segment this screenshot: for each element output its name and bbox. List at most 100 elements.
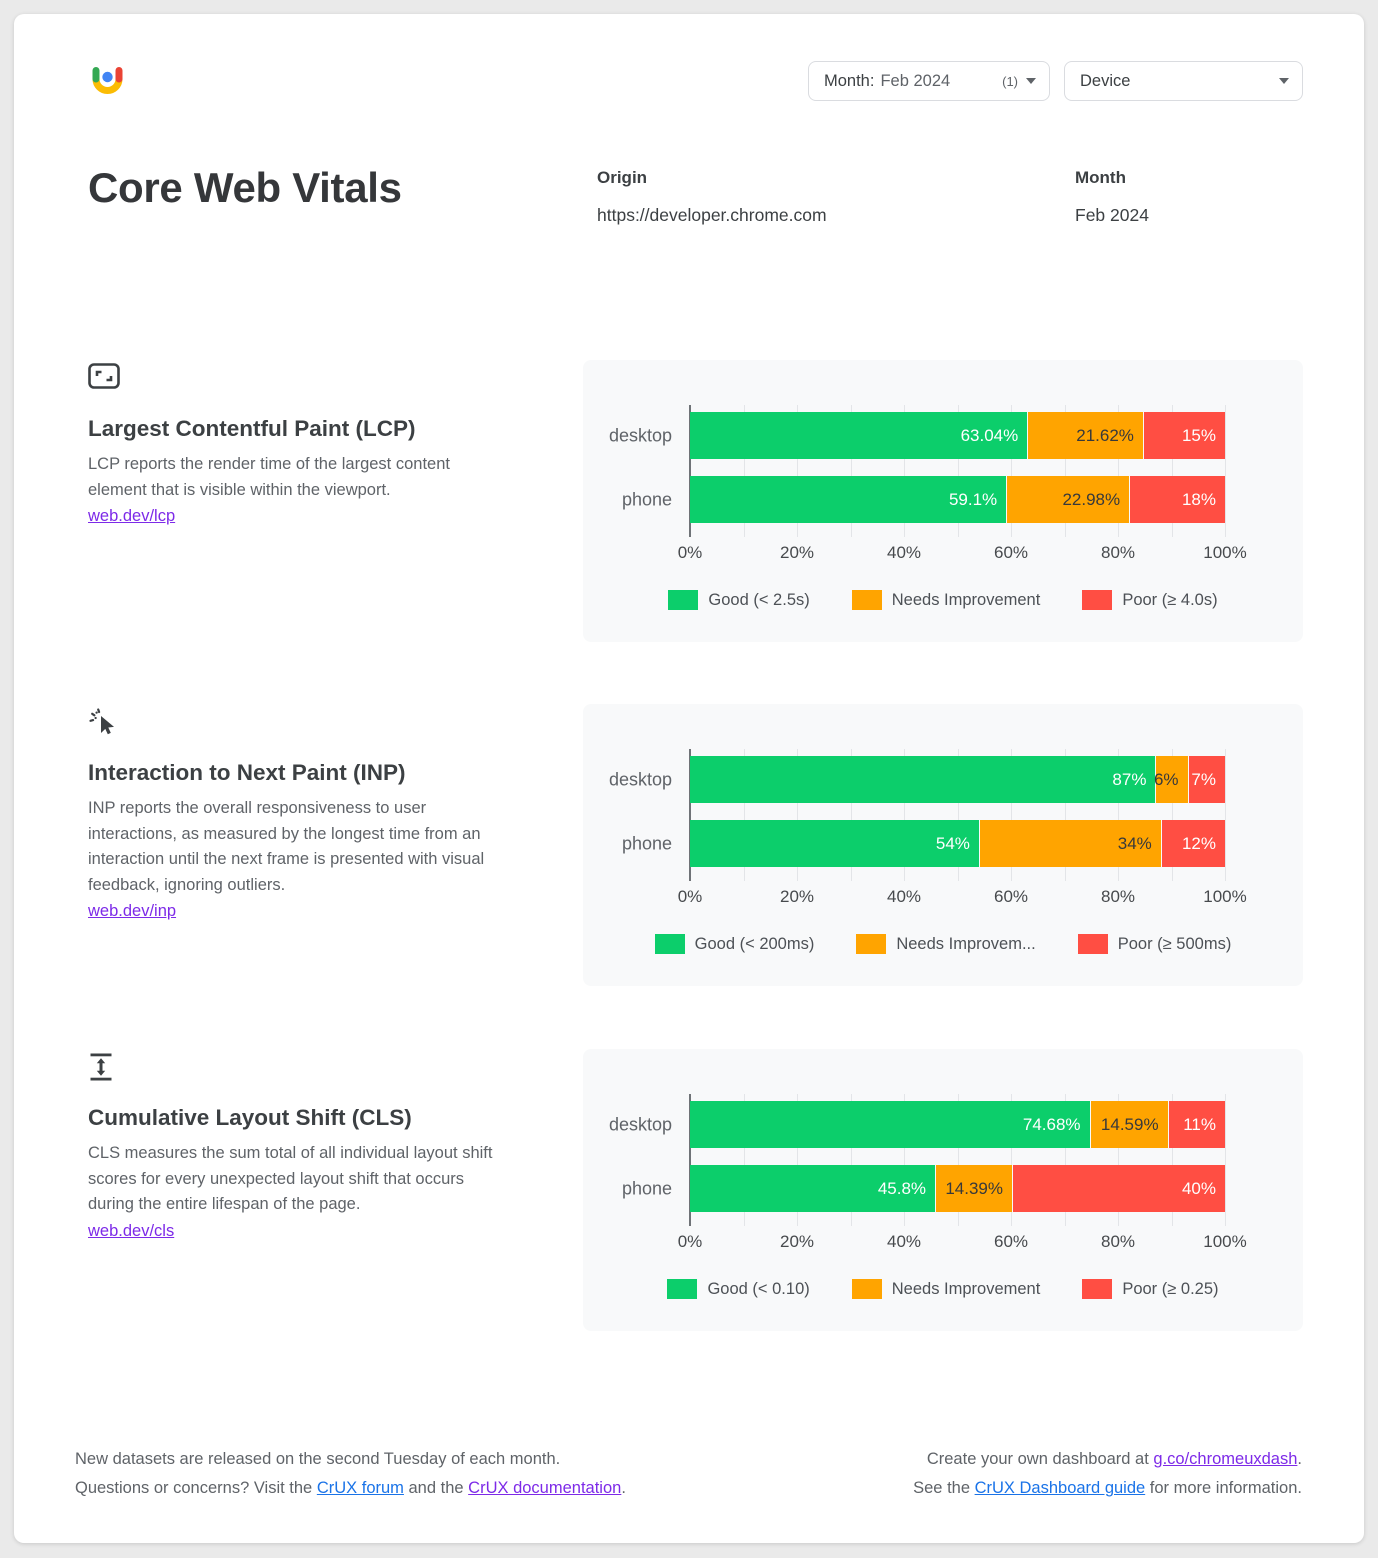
- x-axis: 0% 20% 40% 60% 80% 100%: [678, 887, 1247, 909]
- bar-value-label: 14.39%: [945, 1178, 1003, 1198]
- gridline: [1225, 749, 1226, 881]
- chevron-down-icon: [1279, 78, 1289, 84]
- month-label: Month: [1075, 168, 1126, 187]
- gridline: [1011, 749, 1012, 881]
- legend-label: Good (< 0.10): [707, 1279, 810, 1298]
- legend-label: Poor (≥ 500ms): [1117, 934, 1232, 953]
- inp-plot-area: desktop 87% 6% 7% phone 54% 34% 12%: [609, 749, 1226, 881]
- footer: New datasets are released on the second …: [75, 1445, 1302, 1503]
- origin-value: https://developer.chrome.com: [597, 205, 827, 225]
- dashboard-guide-link[interactable]: CrUX Dashboard guide: [974, 1479, 1146, 1497]
- footer-text: Create your own dashboard at: [926, 1450, 1154, 1468]
- device-filter-label: Device: [1080, 71, 1131, 90]
- x-axis-tick-label: 20%: [779, 1232, 815, 1251]
- gridline: [1118, 749, 1119, 881]
- gridline: [743, 749, 745, 881]
- x-axis-tick-label: 80%: [1100, 543, 1136, 562]
- chart-legend: Good (< 200ms) Needs Improvem... Poor (≥ 5…: [583, 934, 1303, 954]
- month-filter-label: Month:: [824, 71, 875, 90]
- bar-segment-needs_improvement[interactable]: 6%: [1154, 756, 1188, 803]
- month-block: Month Feb 2024: [1075, 168, 1149, 226]
- bar-segment-poor[interactable]: 18%: [1129, 476, 1225, 523]
- legend-swatch-good: [668, 590, 699, 610]
- bar-value-label: 34%: [1117, 833, 1152, 853]
- stacked-bar: 54% 34% 12%: [690, 820, 1225, 867]
- month-filter[interactable]: Month: Feb 2024 (1): [808, 61, 1050, 101]
- chart-bar-row-phone: phone 45.8% 14.39% 40%: [622, 1165, 1225, 1212]
- bar-value-label: 74.68%: [1022, 1114, 1081, 1134]
- metric-title: Cumulative Layout Shift (CLS): [88, 1105, 412, 1130]
- crux-forum-link[interactable]: CrUX forum: [316, 1479, 404, 1497]
- metric-description: CLS measures the sum total of all indivi…: [88, 1144, 493, 1213]
- bar-segment-needs_improvement[interactable]: 14.39%: [935, 1165, 1012, 1212]
- legend-item: Good (< 200ms): [654, 934, 815, 954]
- legend-swatch-needs_improvement: [851, 590, 882, 610]
- bar-segment-poor[interactable]: 15%: [1142, 412, 1225, 459]
- bar-segment-needs_improvement[interactable]: 21.62%: [1027, 412, 1143, 459]
- bar-segment-needs_improvement[interactable]: 22.98%: [1006, 476, 1130, 523]
- x-axis-tick-label: 40%: [886, 887, 922, 906]
- legend-label: Needs Improvement: [891, 1279, 1041, 1298]
- legend-label: Good (< 200ms): [694, 934, 815, 953]
- category-label: phone: [621, 489, 672, 509]
- legend-swatch-poor: [1082, 590, 1113, 610]
- chromeuxdash-link[interactable]: g.co/chromeuxdash: [1153, 1450, 1298, 1468]
- legend-item: Poor (≥ 500ms): [1077, 934, 1232, 954]
- bar-segment-good[interactable]: 63.04%: [690, 412, 1028, 459]
- bar-segment-good[interactable]: 74.68%: [690, 1101, 1090, 1148]
- x-axis-tick-label: 0%: [677, 887, 703, 906]
- legend-item: Poor (≥ 0.25): [1082, 1279, 1219, 1299]
- x-axis-tick-label: 80%: [1100, 1232, 1136, 1251]
- legend-label: Poor (≥ 0.25): [1122, 1279, 1219, 1298]
- legend-item: Needs Improvem...: [856, 934, 1036, 954]
- bar-segment-needs_improvement[interactable]: 34%: [978, 820, 1161, 867]
- bar-segment-poor[interactable]: 11%: [1167, 1101, 1225, 1148]
- legend-swatch-good: [654, 934, 685, 954]
- bar-segment-good[interactable]: 54%: [690, 820, 979, 867]
- bar-segment-poor[interactable]: 12%: [1160, 820, 1225, 867]
- legend-swatch-poor: [1082, 1279, 1113, 1299]
- bar-segment-poor[interactable]: 40%: [1012, 1165, 1225, 1212]
- gridline: [850, 1094, 852, 1226]
- device-filter[interactable]: Device: [1064, 61, 1303, 101]
- legend-item: Needs Improvement: [851, 1279, 1041, 1299]
- lcp-plot-area: desktop 63.04% 21.62% 15% phone 59.1% 22.98% 18…: [609, 405, 1226, 537]
- footer-text: .: [1297, 1450, 1302, 1468]
- gridline: [1225, 405, 1226, 537]
- gridline: [957, 1094, 959, 1226]
- metric-link-cls[interactable]: web.dev/cls: [88, 1221, 175, 1240]
- metric-link-inp[interactable]: web.dev/inp: [88, 902, 177, 920]
- y-axis-line: [689, 749, 691, 881]
- bar-segment-good[interactable]: 87%: [690, 756, 1156, 803]
- metric-link-lcp[interactable]: web.dev/lcp: [88, 507, 176, 525]
- chart-legend: Good (< 0.10) Needs Improvement Poor (≥ 0.…: [583, 1279, 1303, 1299]
- metric-title: Largest Contentful Paint (LCP): [88, 416, 416, 441]
- gridline: [797, 749, 798, 881]
- gridline: [904, 1094, 905, 1226]
- x-axis-tick-label: 0%: [677, 1232, 703, 1251]
- metric-info-lcp: Largest Contentful Paint (LCP) LCP repor…: [88, 363, 518, 526]
- category-label: phone: [621, 1178, 672, 1198]
- inp-chart: desktop 87% 6% 7% phone 54% 34% 12% 0% 20% 40% 60%…: [583, 704, 1303, 986]
- footer-left: New datasets are released on the second …: [75, 1445, 626, 1503]
- bar-segment-poor[interactable]: 7%: [1187, 756, 1225, 803]
- chart-bar-row-desktop: desktop 87% 6% 7%: [609, 756, 1225, 803]
- gridline: [904, 749, 905, 881]
- month-filter-value: Feb 2024: [880, 71, 951, 90]
- chart-bar-row-desktop: desktop 74.68% 14.59% 11%: [609, 1101, 1225, 1148]
- gridline: [1064, 749, 1066, 881]
- footer-text: and the: [403, 1479, 469, 1497]
- crux-logo: [88, 62, 126, 100]
- gridline: [1011, 1094, 1012, 1226]
- y-axis-line: [689, 405, 691, 537]
- x-axis-tick-label: 20%: [779, 543, 815, 562]
- chart-bar-row-phone: phone 54% 34% 12%: [622, 820, 1225, 867]
- bar-segment-good[interactable]: 45.8%: [690, 1165, 936, 1212]
- bar-segment-needs_improvement[interactable]: 14.59%: [1089, 1101, 1168, 1148]
- footer-text: Questions or concerns? Visit the: [75, 1479, 317, 1497]
- metric-description: LCP reports the render time of the large…: [88, 455, 450, 499]
- metric-info-cls: Cumulative Layout Shift (CLS) CLS measur…: [88, 1052, 518, 1241]
- bar-segment-good[interactable]: 59.1%: [690, 476, 1007, 523]
- crux-documentation-link[interactable]: CrUX documentation: [468, 1479, 622, 1497]
- metric-section-inp: Interaction to Next Paint (INP) INP repo…: [88, 704, 1317, 986]
